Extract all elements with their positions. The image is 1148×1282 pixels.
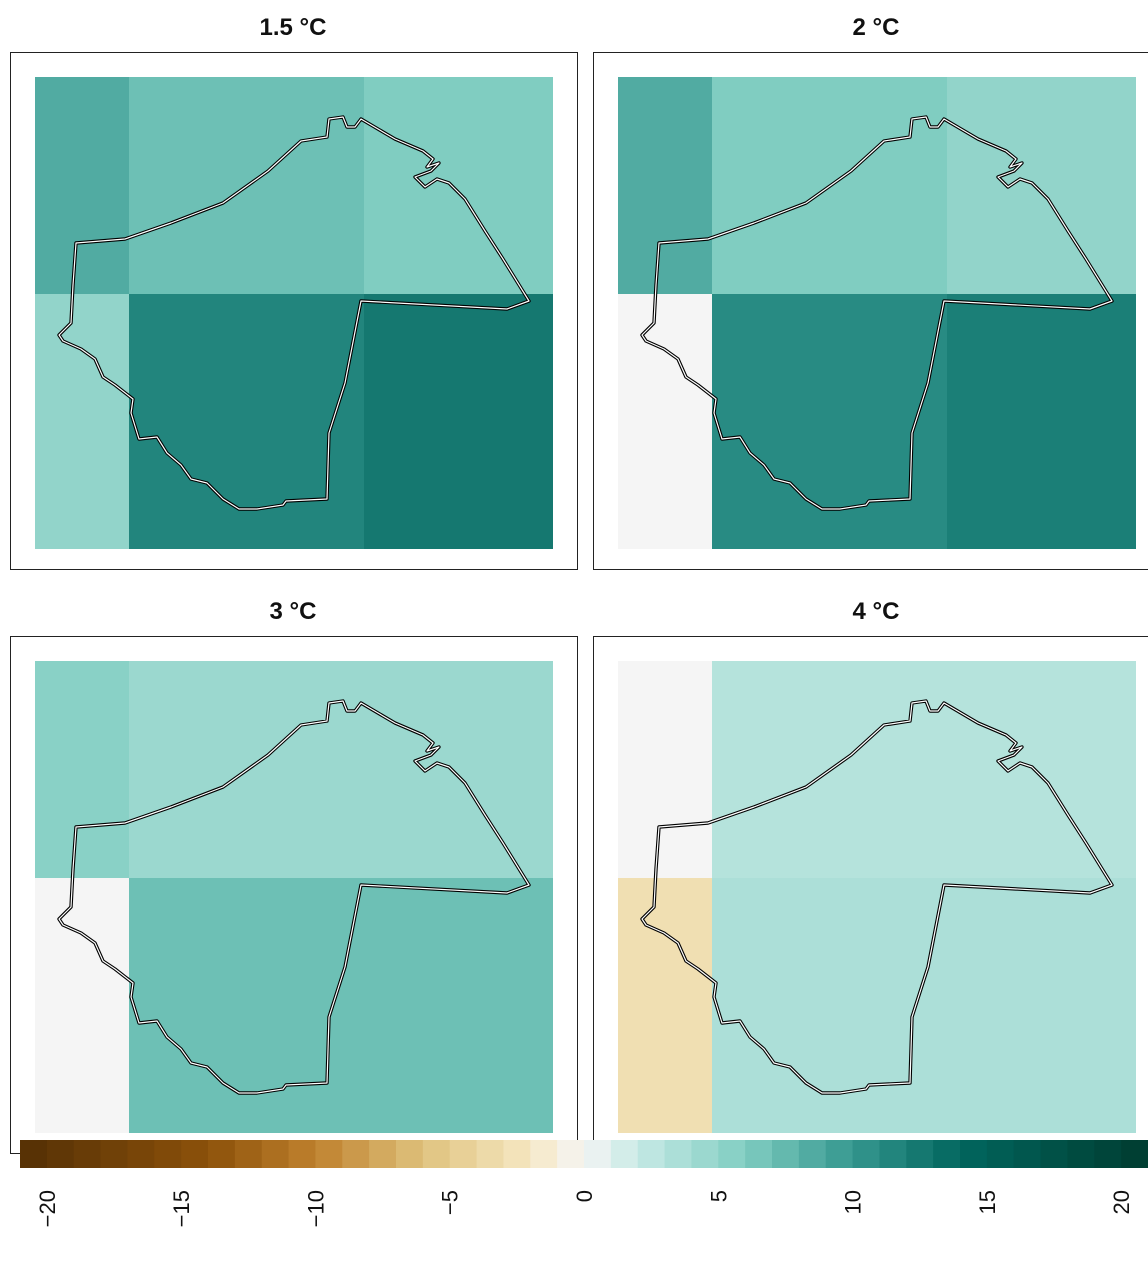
legend-swatch	[530, 1140, 558, 1168]
legend-swatch	[772, 1140, 800, 1168]
legend-swatch	[503, 1140, 531, 1168]
legend-swatch	[181, 1140, 209, 1168]
legend-swatch	[234, 1140, 263, 1168]
legend-swatch	[852, 1140, 880, 1168]
legend-swatch	[1040, 1140, 1068, 1168]
legend-swatch	[261, 1140, 290, 1168]
grid-cell-r0-c0	[35, 661, 129, 878]
map-panel-3	[10, 636, 578, 1154]
grid-cell-r0-c2	[364, 77, 553, 294]
region-outline-inner	[641, 116, 1113, 510]
grid-cell-r1-c2	[947, 294, 1136, 549]
legend-swatch	[20, 1140, 48, 1168]
map-panel-2	[593, 52, 1148, 570]
legend-swatch	[342, 1140, 370, 1168]
grid-cell-r1-c1	[712, 878, 947, 1133]
legend-swatch	[422, 1140, 451, 1168]
grid-cell-r1-c0	[35, 294, 129, 549]
region-outline-inner	[641, 700, 1113, 1094]
map-svg-1	[35, 77, 553, 549]
legend-swatch	[476, 1140, 504, 1168]
grid-cell-r1-c1	[712, 294, 947, 549]
grid-cell-r0-c0	[618, 77, 712, 294]
legend-swatch	[691, 1140, 719, 1168]
grid-cell-r0-c2	[947, 661, 1136, 878]
grid-cell-r0-c0	[35, 77, 129, 294]
legend-swatch	[906, 1140, 934, 1168]
legend-swatch	[127, 1140, 155, 1168]
legend-swatch	[1121, 1140, 1148, 1168]
legend-swatch	[637, 1140, 666, 1168]
legend-tick-label: −20	[35, 1190, 60, 1227]
legend-swatch	[1013, 1140, 1042, 1168]
legend-swatch	[664, 1140, 692, 1168]
legend-tick-label: −15	[169, 1190, 194, 1227]
legend-swatch	[73, 1140, 102, 1168]
legend-swatch	[1067, 1140, 1095, 1168]
grid-cell-r1-c2	[947, 878, 1136, 1133]
legend-swatch	[879, 1140, 907, 1168]
region-outline-inner	[58, 116, 530, 510]
grid-cell-r1-c0	[618, 294, 712, 549]
grid-cell-r0-c2	[364, 661, 553, 878]
legend-swatch	[154, 1140, 182, 1168]
grid-cell-r1-c0	[35, 878, 129, 1133]
legend-tick-label: 10	[841, 1190, 866, 1214]
panel-title-2: 2 °C	[852, 14, 900, 41]
legend-tick-label: 20	[1109, 1190, 1134, 1214]
legend-tick-label: −10	[303, 1190, 328, 1227]
legend-swatch	[584, 1140, 612, 1168]
color-legend: −20 −15 −10 −5 0 5 10 15 20	[20, 1140, 1148, 1227]
legend-swatch	[610, 1140, 639, 1168]
legend-swatch	[718, 1140, 746, 1168]
legend-swatch	[208, 1140, 236, 1168]
map-svg-4	[618, 661, 1136, 1133]
legend-tick-label: 5	[706, 1190, 731, 1202]
legend-swatch	[100, 1140, 128, 1168]
grid-cell-r0-c0	[618, 661, 712, 878]
map-panel-1	[10, 52, 578, 570]
legend-swatch	[825, 1140, 854, 1168]
legend-swatch	[315, 1140, 343, 1168]
legend-tick-label: 15	[975, 1190, 1000, 1214]
legend-tick-label: 0	[572, 1190, 597, 1202]
legend-swatch	[798, 1140, 827, 1168]
panel-title-4: 4 °C	[852, 598, 900, 625]
legend-swatch	[745, 1140, 773, 1168]
legend-swatch	[986, 1140, 1015, 1168]
legend-swatch	[396, 1140, 424, 1168]
legend-swatch	[960, 1140, 988, 1168]
map-svg-3	[35, 661, 553, 1133]
legend-swatch	[288, 1140, 316, 1168]
grid-cell-r1-c0	[618, 878, 712, 1133]
legend-tick-label: −5	[438, 1190, 463, 1215]
legend-swatch	[1094, 1140, 1122, 1168]
map-svg-2	[618, 77, 1136, 549]
grid-cell-r1-c1	[129, 294, 364, 549]
grid-cell-r1-c1	[129, 878, 364, 1133]
legend-swatch	[449, 1140, 478, 1168]
panel-title-3: 3 °C	[269, 598, 317, 625]
grid-cell-r1-c2	[364, 878, 553, 1133]
grid-cell-r1-c2	[364, 294, 553, 549]
map-panel-4	[593, 636, 1148, 1154]
panel-title-1: 1.5 °C	[259, 14, 327, 41]
legend-swatch	[933, 1140, 961, 1168]
region-outline-inner	[58, 700, 530, 1094]
legend-swatch	[46, 1140, 75, 1168]
grid-cell-r0-c2	[947, 77, 1136, 294]
legend-swatch	[557, 1140, 585, 1168]
legend-swatch	[369, 1140, 397, 1168]
